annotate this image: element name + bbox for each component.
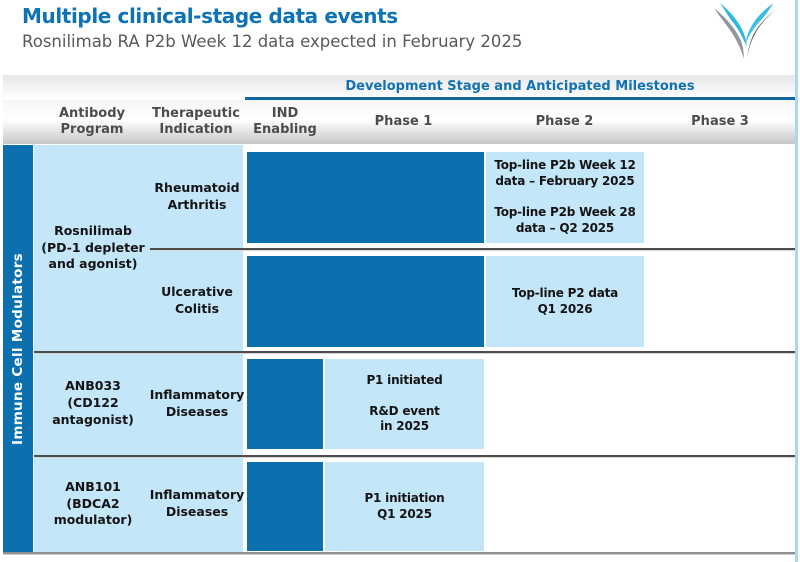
group-band-immune-cell-modulators: Immune Cell Modulators xyxy=(3,145,33,552)
right-border-line xyxy=(795,0,798,562)
milestone-box-rosnilimab-uc: Top-line P2 data Q1 2026 xyxy=(486,256,644,347)
milestone-text: R&D event in 2025 xyxy=(369,403,440,434)
program-cell-anb101 xyxy=(34,456,243,552)
column-header-antibody-program: Antibody Program xyxy=(58,105,125,137)
column-header-phase-3: Phase 3 xyxy=(691,113,749,129)
indication-ulcerative-colitis: Ulcerative Colitis xyxy=(161,283,233,316)
milestone-text: P1 initiation Q1 2025 xyxy=(364,490,445,521)
company-logo-icon xyxy=(714,3,776,59)
row-divider-ra-uc xyxy=(150,248,795,250)
milestone-box-anb033: P1 initiated R&D event in 2025 xyxy=(325,359,484,449)
column-header-ind-enabling: IND Enabling xyxy=(253,105,317,137)
indication-inflammatory-diseases-anb101: Inflammatory Diseases xyxy=(149,487,245,519)
page-subtitle: Rosnilimab RA P2b Week 12 data expected … xyxy=(22,32,523,51)
indication-rheumatoid-arthritis: Rheumatoid Arthritis xyxy=(154,180,240,212)
logo-swoosh-cyan-left xyxy=(719,3,747,47)
stage-header-strip xyxy=(3,75,795,97)
milestone-text: Top-line P2b Week 28 data – Q2 2025 xyxy=(494,205,636,235)
column-header-band xyxy=(3,100,795,144)
program-name-rosnilimab: Rosnilimab (PD-1 depleter and agonist) xyxy=(41,222,145,272)
program-name-anb101: ANB101 (BDCA2 modulator) xyxy=(53,478,133,528)
progress-bar-rosnilimab-uc xyxy=(247,256,484,347)
stage-header-label: Development Stage and Anticipated Milest… xyxy=(345,78,695,94)
column-header-therapeutic-indication: Therapeutic Indication xyxy=(152,105,240,137)
stage-header-underline xyxy=(245,97,795,100)
logo-swoosh-cyan-right xyxy=(745,3,774,44)
group-band-label: Immune Cell Modulators xyxy=(10,252,26,445)
indication-inflammatory-diseases-anb033: Inflammatory Diseases xyxy=(149,386,245,419)
milestone-box-anb101: P1 initiation Q1 2025 xyxy=(325,462,484,551)
progress-bar-anb033 xyxy=(247,359,323,449)
row-divider-anb033-anb101 xyxy=(34,455,795,457)
program-cell-anb033 xyxy=(34,352,243,455)
milestone-text: Top-line P2 data Q1 2026 xyxy=(511,285,619,316)
page-title: Multiple clinical-stage data events xyxy=(22,4,398,28)
table-bottom-border xyxy=(3,552,795,554)
program-name-anb033: ANB033 (CD122 antagonist) xyxy=(52,378,134,427)
milestone-text: P1 initiated xyxy=(366,372,443,387)
milestone-text: Top-line P2b Week 12 data – February 202… xyxy=(494,158,636,189)
column-header-phase-1: Phase 1 xyxy=(374,113,433,129)
column-header-phase-2: Phase 2 xyxy=(535,113,594,129)
row-divider-rosnilimab-anb033 xyxy=(34,351,795,353)
milestone-box-rosnilimab-ra: Top-line P2b Week 12 data – February 202… xyxy=(486,152,644,243)
progress-bar-rosnilimab-ra xyxy=(247,152,484,243)
progress-bar-anb101 xyxy=(247,462,323,551)
